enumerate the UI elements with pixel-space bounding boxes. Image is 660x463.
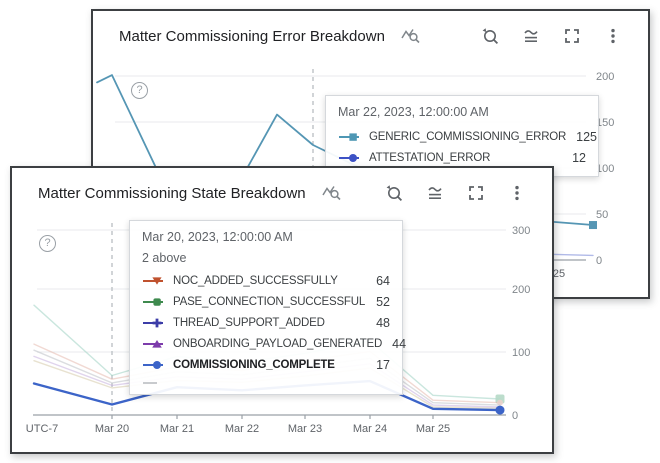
chart-tooltip: Mar 20, 2023, 12:00:00 AM 2 above NOC_AD… [129,220,406,395]
help-glyph: ? [44,237,51,249]
legend-toggle-icon[interactable] [522,27,540,45]
chart-toolbar [481,27,622,45]
zoom-reset-icon[interactable] [481,27,499,45]
series-label: NOC_ADDED_SUCCESSFULLY [173,274,338,287]
series-value: 48 [376,315,390,330]
circle-marker-icon [143,360,163,369]
series-value: 17 [376,357,390,372]
more-options-icon[interactable] [508,184,526,202]
svg-text:Mar 22: Mar 22 [225,423,259,435]
series-label: ATTESTATION_ERROR [369,151,491,164]
chart-tooltip: Mar 22, 2023, 12:00:00 AM GENERIC_COMMIS… [325,95,599,177]
svg-text:150: 150 [596,117,614,129]
zoom-reset-icon[interactable] [385,184,403,202]
more-options-icon[interactable] [604,27,622,45]
series-value: 12 [572,150,586,165]
svg-text:300: 300 [512,225,530,237]
legend-toggle-icon[interactable] [426,184,444,202]
fullscreen-icon[interactable] [563,27,581,45]
svg-text:0: 0 [596,255,602,267]
svg-text:Mar 20: Mar 20 [95,423,129,435]
svg-text:200: 200 [512,284,530,296]
tri-up-marker-icon [143,339,163,348]
circle-marker-icon [339,153,359,162]
chart-title: Matter Commissioning Error Breakdown [119,27,385,45]
series-value: 44 [392,336,407,351]
svg-text:100: 100 [512,347,530,359]
chart-title: Matter Commissioning State Breakdown [38,184,306,202]
svg-text:100: 100 [596,163,614,175]
series-label: COMMISSIONING_COMPLETE [173,358,335,371]
chart-header: Matter Commissioning Error Breakdown [119,27,622,45]
tooltip-series-row: COMMISSIONING_COMPLETE 17 [142,354,390,375]
tri-down-marker-icon [143,276,163,285]
chart-header: Matter Commissioning State Breakdown [38,184,526,202]
metrics-explorer-icon[interactable] [400,27,422,45]
series-value: 64 [376,273,390,288]
series-value: 125 [576,129,598,144]
tooltip-rows: GENERIC_COMMISSIONING_ERROR 125 ATTESTATIO… [338,126,597,168]
rsquare-marker-icon [143,297,163,306]
help-icon[interactable]: ? [39,235,56,252]
tooltip-rows: NOC_ADDED_SUCCESSFULLY 64 PASE_CONNECTION_… [142,270,406,375]
svg-text:Mar 23: Mar 23 [288,423,322,435]
series-label: GENERIC_COMMISSIONING_ERROR [369,130,567,143]
svg-text:UTC-7: UTC-7 [26,423,58,435]
series-value: 52 [376,294,390,309]
series-label: ONBOARDING_PAYLOAD_GENERATED [173,337,383,350]
tooltip-series-row: NOC_ADDED_SUCCESSFULLY 64 [142,270,390,291]
tooltip-date: Mar 20, 2023, 12:00:00 AM [142,230,293,244]
metrics-explorer-icon[interactable] [321,184,343,202]
svg-text:Mar 25: Mar 25 [416,423,450,435]
tooltip-series-row: ONBOARDING_PAYLOAD_GENERATED 44 [142,333,406,354]
state-breakdown-window: Matter Commissioning State Breakdown [10,166,554,454]
series-label: PASE_CONNECTION_SUCCESSFUL [173,295,366,308]
tooltip-series-row: GENERIC_COMMISSIONING_ERROR 125 [338,126,597,147]
help-icon[interactable]: ? [131,82,148,99]
series-label: THREAD_SUPPORT_ADDED [173,316,325,329]
svg-text:50: 50 [596,209,608,221]
tooltip-truncated-row [143,382,157,384]
fullscreen-icon[interactable] [467,184,485,202]
svg-text:200: 200 [596,71,614,83]
tooltip-series-row: PASE_CONNECTION_SUCCESSFUL 52 [142,291,390,312]
chart-toolbar [385,184,526,202]
svg-text:Mar 21: Mar 21 [160,423,194,435]
help-glyph: ? [136,84,143,96]
tooltip-series-row: ATTESTATION_ERROR 12 [338,147,586,168]
svg-text:Mar 24: Mar 24 [353,423,387,435]
svg-text:0: 0 [512,410,518,422]
tooltip-date: Mar 22, 2023, 12:00:00 AM [338,105,489,119]
tooltip-series-row: THREAD_SUPPORT_ADDED 48 [142,312,390,333]
plus-marker-icon [143,318,163,327]
tooltip-note: 2 above [142,251,187,265]
square-marker-icon [339,132,359,141]
